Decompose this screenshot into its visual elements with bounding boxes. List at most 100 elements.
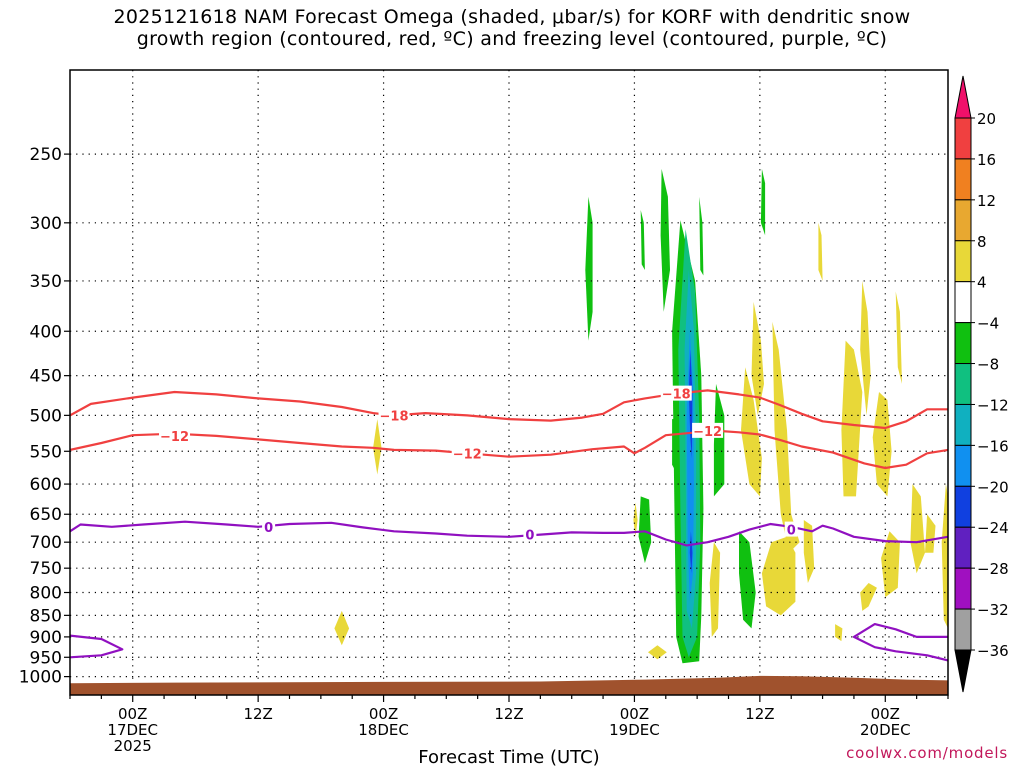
x-tick-label: 00Z [118,705,147,723]
colorbar-box [954,526,972,569]
contour-label: −12 [160,430,189,445]
chart-title: 2025121618 NAM Forecast Omega (shaded, μ… [0,6,1024,50]
x-tick-label: 17DEC [107,721,158,739]
y-tick-label: 850 [30,606,62,626]
omega-region-18 [860,583,877,611]
x-tick-label: 12Z [243,705,272,723]
colorbar-label: −8 [977,356,999,374]
y-tick-label: 500 [30,406,62,426]
colorbar-box [954,608,972,651]
contour-line-4 [852,622,948,662]
y-tick-label: 450 [30,367,62,387]
omega-region-25 [760,168,766,236]
omega-region-4 [741,367,762,497]
contour-label: −12 [453,447,482,462]
y-tick-label: 950 [30,648,62,668]
x-tick-label: 20DEC [860,721,911,739]
y-tick-label: 650 [30,505,62,525]
colorbar-box [954,363,972,405]
contour-line-2 [70,520,948,547]
y-tick-label: 550 [30,442,62,462]
y-tick-label: 800 [30,584,62,604]
x-tick-label: 18DEC [358,721,409,739]
colorbar-box [954,322,972,365]
x-tick-label: 12Z [745,705,774,723]
colorbar-label: −28 [977,560,1009,578]
contour-line-1 [70,429,948,470]
omega-region-12 [895,291,902,384]
y-tick-label: 600 [30,475,62,495]
omega-region-8 [803,520,815,583]
contour-label-bg [378,407,410,423]
contour-layer: −18 −18 −12 −12 −12 0 0 0 [70,385,948,662]
surface-terrain-layer [70,675,948,695]
y-tick-label: 400 [30,322,62,342]
y-tick-label: 1000 [19,668,62,688]
colorbar-box [954,199,972,242]
colorbar-box [954,117,972,160]
contour-label-bg [523,526,537,542]
omega-region-5 [751,301,764,416]
colorbar-arrow-top [954,75,972,119]
site-credit: coolwx.com/models [846,744,1008,762]
omega-region-22 [640,210,645,270]
omega-region-0 [373,419,382,475]
x-tick-label: 00Z [369,705,398,723]
colorbar-box [954,240,972,283]
contour-label-bg [660,385,692,401]
omega-region-17 [941,484,948,629]
y-tick-label: 750 [30,559,62,579]
omega-region-24 [699,196,704,276]
omega-region-10 [860,280,871,416]
colorbar-label: 12 [977,192,996,210]
contour-line-0 [70,389,948,430]
contour-label-bg [784,521,798,537]
colorbar-label: 4 [977,274,987,292]
omega-region-3 [633,502,638,537]
contour-line-3 [70,634,124,659]
colorbar-box [954,485,972,528]
colorbar-label: −16 [977,437,1009,455]
omega-shading-layer [334,168,948,664]
chart-title-line-2: growth region (contoured, red, ºC) and f… [136,28,888,50]
colorbar-label: −32 [977,601,1009,619]
surface-terrain [70,675,948,695]
contour-label-bg [451,445,483,461]
contour-label: 0 [787,524,796,539]
contour-label: 0 [264,521,273,536]
x-tick-label: 12Z [494,705,523,723]
colorbar-box [954,158,972,201]
y-axis: 2503003504004505005506006507007508008509… [19,145,70,688]
y-tick-label: 250 [30,145,62,165]
colorbar-label: 16 [977,151,996,169]
omega-region-15 [910,484,925,574]
colorbar-label: −36 [977,642,1009,660]
omega-region-29 [713,383,725,497]
omega-region-13 [818,222,823,281]
omega-region-11 [872,392,892,497]
y-tick-label: 900 [30,628,62,648]
contour-label: −12 [693,425,722,440]
colorbar: 20 16 12 8 4 −4 −8 −12 −16 −20 −24 −28 −32 −36 [954,75,1009,693]
x-axis-label: Forecast Time (UTC) [418,747,599,768]
x-tick-label: 2025 [114,737,152,755]
omega-region-19 [835,624,843,642]
contour-label-bg [692,422,724,438]
colorbar-arrow-bottom [954,649,972,693]
contour-label-bg [159,427,191,443]
omega-region-20 [709,542,721,637]
colorbar-box [954,444,972,487]
omega-region-21 [585,196,593,341]
omega-region-7 [761,536,796,616]
omega-region-1 [334,610,350,646]
contour-label: −18 [662,388,691,403]
omega-region-23 [660,168,670,312]
grid-layer [70,70,948,695]
omega-region-26 [638,496,652,564]
colorbar-label: −12 [977,396,1009,414]
contour-label: 0 [525,529,534,544]
y-tick-label: 350 [30,272,62,292]
colorbar-label: −24 [977,519,1009,537]
